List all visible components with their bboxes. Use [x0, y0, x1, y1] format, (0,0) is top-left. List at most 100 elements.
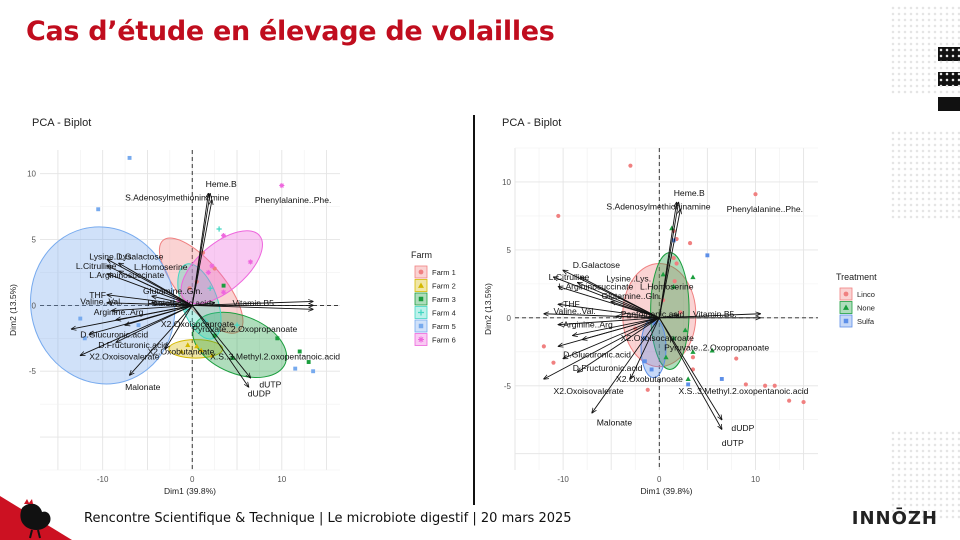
plot2-point-none: [685, 376, 691, 382]
plot2-vector-l-argininosuccinate: [558, 287, 660, 319]
decor-dots-top: [890, 5, 960, 95]
plot1-vector-label-thf: THF: [89, 290, 106, 300]
plot1-point-farm-5: [311, 369, 316, 374]
plot2-x-tick-label: 0: [657, 475, 662, 484]
plot1-vector-l-argininosuccinate: [107, 274, 193, 306]
plot2-point-sulfa: [642, 359, 647, 364]
plot1-legend-symbol-farm-6: [418, 336, 424, 343]
plot1-vector-x2-oxoisovalerate: [80, 304, 193, 355]
plot1-vector-glutamine-gln: [152, 296, 193, 306]
plot2-point-linco: [674, 261, 679, 266]
innozh-logo: INNŌZH: [851, 508, 938, 529]
plot1-point-farm-4: [234, 322, 240, 328]
plot1-point-farm-3: [230, 356, 235, 361]
plot1-vector-valine-val: [107, 303, 193, 306]
plot2-vector-label-dutp: dUTP: [722, 438, 744, 448]
plot2-vector-x-s-3-methyl-2-oxopentanoic-acid: [630, 317, 660, 379]
plot1-vector-label-x2-oxoisocaproate: X2.Oxoisocaproate: [161, 319, 234, 329]
plot2-vector-unlabeled: [659, 314, 760, 319]
plot1-vector-thf: [107, 295, 193, 306]
plot1-point-farm-6: [220, 232, 227, 239]
plot2-vector-malonate: [592, 317, 660, 413]
plot2-point-linco: [743, 382, 748, 387]
plot1-chart-title: PCA - Biplot: [32, 117, 91, 129]
plot1-vector-label-arginine-arg: Arginine..Arg.: [94, 307, 146, 317]
plot2-vector-label-vitamin-b5: Vitamin.B5.: [693, 309, 737, 319]
plot1-y-tick-label: 0: [32, 301, 37, 310]
plot2-vector-l-homoserine: [578, 283, 660, 319]
plot2-point-linco: [671, 255, 676, 261]
plot1-vector-d-galactose: [119, 263, 193, 306]
plot1-y-tick-label: 5: [32, 236, 37, 245]
plot2-vector-arginine-arg: [558, 317, 660, 325]
decor-bar-3: [938, 97, 960, 111]
plot1-vector-label-valine-val: Valine..Val.: [80, 296, 122, 306]
plot2-point-none: [669, 225, 675, 231]
plot1-point-farm-5: [293, 366, 298, 371]
plot2-point-none: [660, 271, 666, 277]
plot1-vector-unlabeled: [192, 304, 313, 309]
slide-title: Cas d’étude en élevage de volailles: [26, 16, 555, 47]
plot1-point-farm-6: [205, 269, 211, 276]
plot2-vector-label-pantothenic-acid: Pantothenic.acid: [621, 309, 685, 319]
plot2-vector-pantothenic-acid: [616, 316, 660, 317]
plot1-vector-label-l-homoserine: L.Homoserine: [134, 262, 188, 272]
plot2-point-linco: [672, 279, 677, 284]
plot2-point-none: [690, 349, 696, 354]
plot2-vector-label-l-argininosuccinate: L.Argininosuccinate: [558, 282, 633, 292]
plot1-vector-label-d-galactose: D.Galactose: [116, 252, 164, 262]
plot1-ellipse-farm-3: [192, 311, 288, 378]
plot1-vector-l-homoserine: [119, 271, 193, 306]
plot2-point-sulfa: [686, 382, 691, 387]
plot2-point-linco: [772, 383, 777, 388]
plot1-point-farm-6: [209, 263, 215, 269]
plot2-vector-label-lysine-lys: Lysine..Lys.: [606, 273, 651, 283]
plot2-legend-title: Treatment: [836, 272, 877, 282]
plot1-legend-title: Farm: [411, 250, 432, 260]
pca-biplot-treatment: Heme.B S.Adenosylmethioninamine Phenylalan…: [483, 117, 877, 496]
plot2-vector-x2-oxoisovalerate: [544, 317, 660, 379]
plot1-vector-label-pantothenic-acid: Pantothenic.acid: [147, 298, 211, 308]
plot1-legend-symbol-farm-5: [418, 323, 424, 329]
plot2-vector-label-d-galactose: D.Galactose: [573, 260, 621, 270]
plot2-vector-label-x2-oxoisocaproate: X2.Oxoisocaproate: [621, 333, 694, 343]
plot1-x-axis-label: Dim1 (39.8%): [164, 486, 216, 496]
plot1-point-farm-6: [247, 259, 254, 265]
plot1-vector-label-lysine-lys: Lysine..Lys.: [89, 252, 134, 262]
plot1-point-farm-4: [207, 285, 213, 291]
plot1-x-tick-label: 0: [190, 475, 195, 484]
plot2-vector-label-thf: THF: [563, 299, 580, 309]
plot2-y-tick-label: -5: [504, 382, 512, 391]
plot1-legend-label-farm-3: Farm 3: [432, 295, 456, 304]
plot1-point-farm-2: [194, 343, 200, 349]
plot2-vector-label-d-glucuronic-acid: D.Glucuronic.acid: [563, 350, 631, 360]
plot1-vector-label-pyruvate-2-oxopropanoate: Pyruvate..2.Oxopropanoate: [192, 324, 297, 334]
plot1-vector-label-malonate: Malonate: [125, 382, 161, 392]
plot1-ellipse-farm-6: [180, 230, 263, 305]
plot1-legend-label-farm-4: Farm 4: [432, 309, 456, 318]
plot1-vector-s-adenosylmethioninamine: [191, 193, 208, 306]
plot2-vector-d-glucuronic-acid: [558, 317, 660, 347]
plot1-point-farm-3: [297, 349, 302, 354]
plot2-y-tick-label: 10: [502, 178, 511, 187]
plot2-point-linco: [763, 383, 768, 388]
plot2-point-linco: [541, 344, 546, 349]
plot1-legend-symbol-farm-4: [418, 309, 424, 316]
plot1-vector-label-vitamin-b5: Vitamin.B5.: [233, 298, 277, 308]
plot1-vector-label-x2-oxobutanoate: X2.Oxobutanoate: [147, 346, 214, 356]
plot1-point-farm-3: [212, 333, 217, 338]
plot2-point-linco: [556, 213, 561, 219]
decor-dots-middle: [890, 130, 960, 220]
plot2-point-linco: [734, 356, 739, 361]
plot2-vector-d-fructuronic-acid: [563, 317, 660, 359]
plot2-point-none: [682, 327, 688, 333]
plot1-vector-label-l-argininosuccinate: L.Argininosuccinate: [89, 270, 164, 280]
plot1-point-farm-4: [203, 318, 209, 324]
plot1-point-farm-5: [82, 336, 87, 341]
plot2-legend-symbol-sulfa: [843, 318, 849, 324]
plot1-vector-pantothenic-acid: [152, 303, 193, 306]
plot1-y-axis-label: Dim2 (13.5%): [8, 284, 18, 336]
plot1-y-tick-label: -5: [29, 367, 37, 376]
plot2-vector-label-s-adenosylmethioninamine: S.Adenosylmethioninamine: [606, 201, 710, 211]
plot1-point-farm-5: [127, 155, 132, 160]
